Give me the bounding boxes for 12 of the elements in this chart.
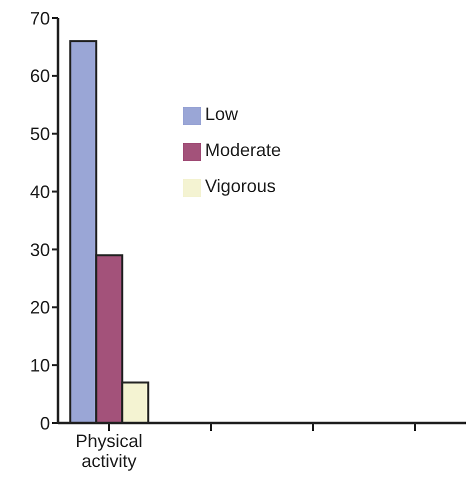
y-tick-label: 20 [30, 298, 50, 318]
x-tick-label: Physical activity [75, 431, 143, 471]
y-tick-label: 10 [30, 356, 50, 376]
legend-label: Vigorous [205, 176, 276, 196]
y-tick-label: 0 [40, 413, 50, 434]
legend-label: Low [205, 104, 238, 124]
y-tick-label: 50 [30, 124, 50, 144]
y-tick-label: 60 [30, 66, 50, 86]
legend-label: Moderate [205, 140, 282, 160]
y-tick-label: 40 [30, 182, 50, 202]
y-tick-label: 30 [30, 240, 50, 260]
y-tick-label: 70 [30, 8, 50, 28]
